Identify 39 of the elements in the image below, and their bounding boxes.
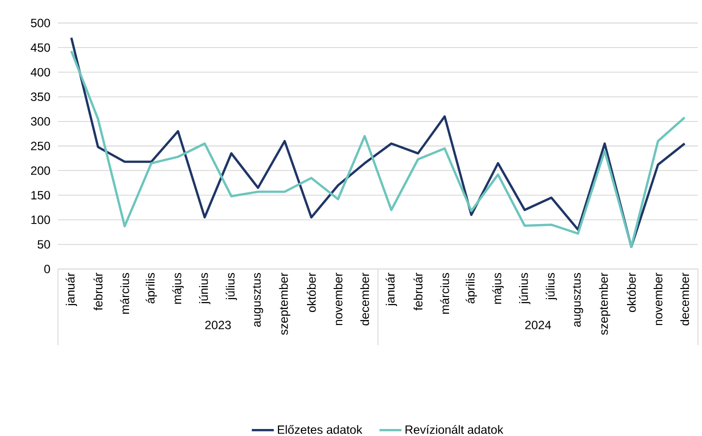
y-tick-label: 500 xyxy=(30,18,50,28)
x-tick-label: október xyxy=(626,272,636,312)
x-tick-label: január xyxy=(66,272,78,306)
y-tick-label: 200 xyxy=(31,166,50,175)
x-tick-label: december xyxy=(680,272,690,326)
x-tick-label: január xyxy=(386,272,397,306)
legend-label: Revízionált adatok xyxy=(406,424,504,434)
y-tick-label: 150 xyxy=(31,190,50,200)
y-tick-label: 300 xyxy=(30,117,50,126)
x-tick-label: március xyxy=(120,272,130,314)
x-tick-label: február xyxy=(94,272,102,310)
x-tick-label: szeptember xyxy=(599,272,610,335)
x-tick-label: június xyxy=(519,272,530,304)
x-tick-label: február xyxy=(414,272,422,310)
x-tick-label: április xyxy=(466,272,477,304)
y-tick-label: 250 xyxy=(31,142,50,150)
y-tick-label: 450 xyxy=(30,43,50,52)
legend-label: Előzetes adatok xyxy=(278,424,362,434)
x-tick-label: április xyxy=(146,272,158,304)
y-tick-label: 0 xyxy=(44,264,50,274)
x-tick-label: március xyxy=(440,272,450,314)
y-tick-label: 400 xyxy=(30,68,50,76)
x-tick-label: november xyxy=(654,272,662,326)
x-tick-label: július xyxy=(546,272,557,300)
x-tick-label: augusztus xyxy=(572,272,584,327)
x-tick-label: május xyxy=(172,272,184,304)
x-tick-label: szeptember xyxy=(279,272,290,335)
x-tick-label: december xyxy=(360,272,370,326)
y-tick-label: 100 xyxy=(31,216,50,224)
x-tick-label: július xyxy=(226,272,238,300)
x-tick-label: június xyxy=(199,272,210,304)
y-tick-label: 350 xyxy=(30,92,50,102)
x-tick-label: október xyxy=(306,272,316,312)
y-tick-label: 50 xyxy=(38,240,50,249)
text: 2024 xyxy=(525,320,551,330)
text: 2023 xyxy=(205,320,231,330)
x-tick-label: május xyxy=(492,272,504,304)
x-tick-label: november xyxy=(334,272,342,326)
x-tick-label: augusztus xyxy=(252,272,264,327)
